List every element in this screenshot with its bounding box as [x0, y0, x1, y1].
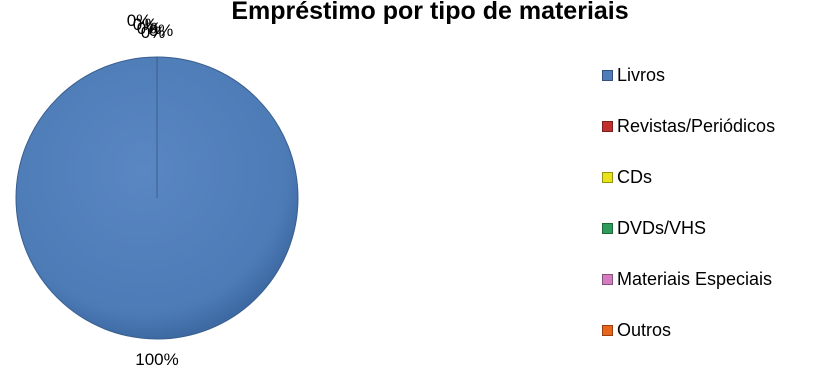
- legend-swatch-outros: [602, 325, 613, 336]
- legend-swatch-livros: [602, 70, 613, 81]
- legend-label-livros: Livros: [617, 65, 666, 85]
- legend-swatch-cds: [602, 172, 613, 183]
- legend-item-materiais-especiais: Materiais Especiais: [602, 254, 775, 305]
- data-label-livros: 100%: [135, 350, 178, 369]
- legend-item-revistas-periodicos: Revistas/Periódicos: [602, 101, 775, 152]
- legend-swatch-dvds-vhs: [602, 223, 613, 234]
- data-label-outros: 0%: [149, 21, 174, 40]
- data-label-revistas-periodicos: 0%: [133, 15, 158, 34]
- data-label-cds: 0%: [127, 11, 152, 30]
- legend-item-outros: Outros: [602, 305, 775, 356]
- data-label-dvds-vhs: 0%: [137, 19, 162, 38]
- legend-swatch-materiais-especiais: [602, 274, 613, 285]
- legend-swatch-revistas-periodicos: [602, 121, 613, 132]
- chart-title: Empréstimo por tipo de materiais: [231, 0, 629, 25]
- legend-label-outros: Outros: [617, 320, 672, 340]
- data-label-materiais-especiais: 0%: [141, 23, 166, 42]
- legend-label-cds: CDs: [617, 167, 652, 187]
- legend-item-dvds-vhs: DVDs/VHS: [602, 203, 775, 254]
- legend-label-materiais-especiais: Materiais Especiais: [617, 269, 773, 289]
- legend-label-dvds-vhs: DVDs/VHS: [617, 218, 707, 238]
- legend: Livros Revistas/Periódicos CDs DVDs/VHS …: [602, 50, 775, 356]
- legend-item-livros: Livros: [602, 50, 775, 101]
- legend-label-revistas-periodicos: Revistas/Periódicos: [617, 116, 776, 136]
- legend-item-cds: CDs: [602, 152, 775, 203]
